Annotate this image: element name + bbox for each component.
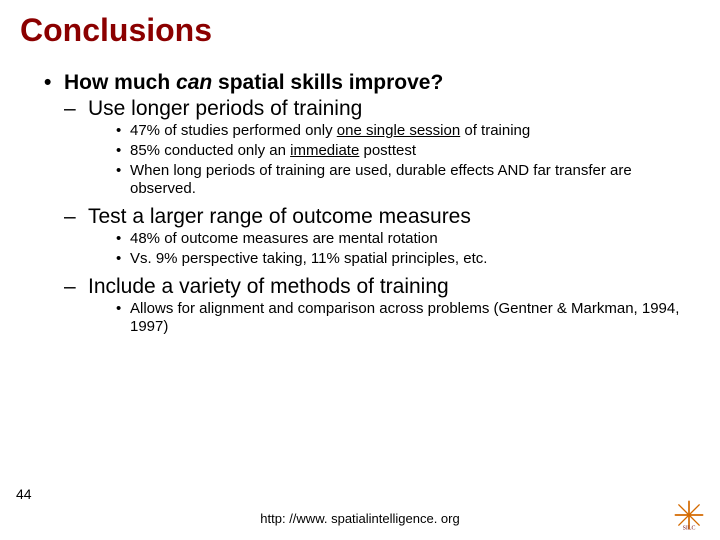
l2-text: Use longer periods of training (88, 97, 362, 120)
l1-text: How much can spatial skills improve? (64, 71, 443, 94)
l3-item: 48% of outcome measures are mental rotat… (116, 230, 700, 249)
l3-item: When long periods of training are used, … (116, 162, 700, 200)
l3-post: of training (460, 122, 530, 139)
star-icon: SILC (672, 498, 706, 532)
l3-pre: When long periods of training are used, … (130, 162, 632, 198)
l2-text: Test a larger range of outcome measures (88, 205, 471, 228)
l3-underline: one single session (337, 122, 460, 139)
l3-pre: 47% of studies performed only (130, 122, 337, 139)
bullet-list-level3: 47% of studies performed only one single… (88, 122, 700, 199)
l1-item: How much can spatial skills improve? Use… (44, 71, 700, 337)
l1-suffix: spatial skills improve? (212, 71, 443, 94)
bullet-list-level3: Allows for alignment and comparison acro… (88, 300, 700, 338)
slide: Conclusions How much can spatial skills … (0, 0, 720, 540)
l3-pre: 85% conducted only an (130, 142, 290, 159)
l3-item: 85% conducted only an immediate posttest (116, 142, 700, 161)
l3-pre: 48% of outcome measures are mental rotat… (130, 230, 438, 247)
l2-item: Include a variety of methods of training… (64, 275, 700, 338)
l1-prefix: How much (64, 71, 176, 94)
bullet-list-level3: 48% of outcome measures are mental rotat… (88, 230, 700, 269)
l2-item: Test a larger range of outcome measures … (64, 205, 700, 269)
l2-text: Include a variety of methods of training (88, 275, 449, 298)
slide-title: Conclusions (20, 12, 700, 49)
bullet-list-level1: How much can spatial skills improve? Use… (20, 71, 700, 337)
l3-pre: Vs. 9% perspective taking, 11% spatial p… (130, 250, 487, 267)
silc-logo: SILC (672, 498, 706, 532)
logo-label: SILC (683, 525, 696, 531)
l1-italic: can (176, 71, 212, 94)
page-number: 44 (16, 486, 32, 502)
l3-post: posttest (359, 142, 416, 159)
l3-item: Allows for alignment and comparison acro… (116, 300, 700, 338)
l3-underline: immediate (290, 142, 359, 159)
bullet-list-level2: Use longer periods of training 47% of st… (64, 97, 700, 337)
l3-item: 47% of studies performed only one single… (116, 122, 700, 141)
footer-url: http: //www. spatialintelligence. org (0, 511, 720, 526)
l3-pre: Allows for alignment and comparison acro… (130, 300, 679, 336)
l3-item: Vs. 9% perspective taking, 11% spatial p… (116, 250, 700, 269)
l2-item: Use longer periods of training 47% of st… (64, 97, 700, 199)
